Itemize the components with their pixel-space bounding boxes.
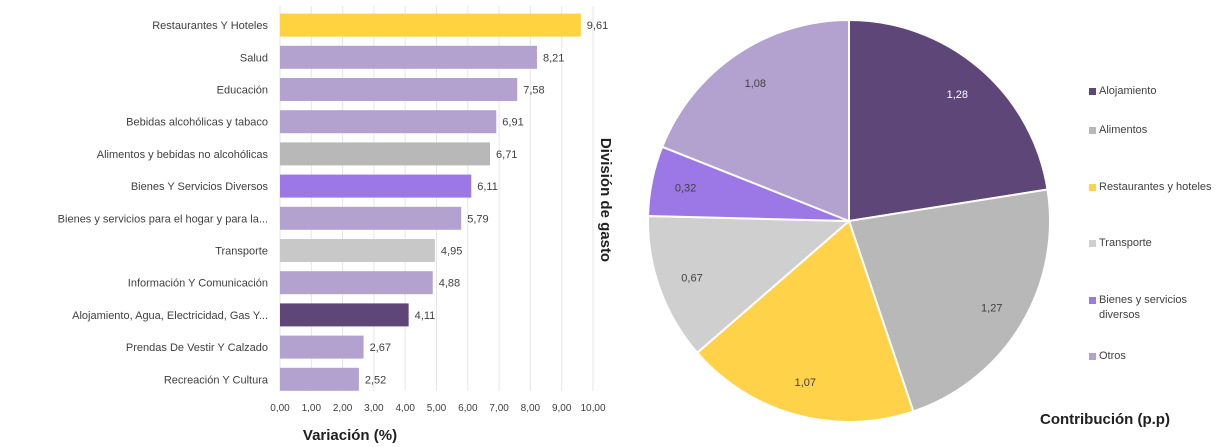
x-tick-label: 10,00 [580,403,605,414]
bar-row: Salud 8,21 [240,45,564,69]
legend-swatch [1089,240,1096,247]
x-axis-title: Variación (%) [303,427,397,444]
bar-gridlines [279,6,594,391]
bar [280,271,433,295]
category-label: Bebidas alcohólicas y tabaco [126,117,268,129]
bar [280,367,359,391]
pie-slice [847,188,1051,413]
bar-value-label: 6,91 [502,117,523,129]
legend-label: Alimentos [1099,124,1148,136]
bar-row: Alojamiento, Agua, Electricidad, Gas Y..… [72,303,436,327]
pie-slice [695,219,915,423]
category-label: Educación [217,85,268,97]
category-label: Bienes y servicios para el hogar y para … [58,213,268,225]
bar [280,142,491,166]
bar-value-label: 2,52 [365,374,386,386]
bar [280,45,537,69]
legend-item: Transporte [1089,236,1219,251]
legend-item: Alimentos [1089,123,1219,138]
bar-value-label: 9,61 [587,20,608,32]
legend-item: Restaurantes y hoteles [1089,180,1219,195]
bar-row: Alimentos y bebidas no alcohólicas 6,71 [97,142,517,166]
bar-value-label: 6,11 [477,181,498,193]
x-tick-label: 7,00 [489,403,509,414]
category-label: Recreación Y Cultura [164,374,269,386]
bar-value-label: 7,58 [523,85,544,97]
pie-chart-title: Contribución (p.p) [1040,411,1170,428]
bar [280,335,364,359]
pie-slice [647,214,852,355]
legend-label: Restaurantes y hoteles [1099,181,1212,193]
x-tick-label: 8,00 [521,403,541,414]
bar-row: Bebidas alcohólicas y tabaco 6,91 [126,110,524,134]
x-tick-label: 5,00 [427,403,447,414]
bar-row: Bienes Y Servicios Diversos 6,11 [131,174,498,198]
x-tick-label: 1,00 [302,403,322,414]
x-tick-label: 6,00 [458,403,478,414]
bar-value-label: 8,21 [543,52,564,64]
bar [280,110,497,134]
bar [280,13,581,37]
bar-row: Prendas De Vestir Y Calzado 2,67 [126,335,391,359]
bar-value-label: 6,71 [496,149,517,161]
legend-label: Transporte [1099,237,1152,249]
category-label: Salud [240,52,268,64]
pie-slices [647,18,1051,423]
legend-label: Alojamiento [1099,85,1157,97]
category-label: Transporte [215,246,268,258]
x-tick-label: 9,00 [552,403,572,414]
bar-row: Bienes y servicios para el hogar y para … [58,206,489,230]
bar-chart: Restaurantes Y Hoteles 9,61 Salud 8,21 Educa… [58,6,614,444]
bar [280,174,472,198]
pie-value-label: 0,67 [681,272,702,284]
bar-row: Información Y Comunicación 4,88 [128,271,460,295]
pie-value-label: 0,32 [675,183,696,195]
x-axis-tick-labels: 0,00 1,00 2,00 3,00 4,00 5,00 6,00 7,00 8,00 9,00… [270,403,606,414]
x-tick-label: 0,00 [270,403,290,414]
x-tick-label: 3,00 [364,403,384,414]
pie-slice [848,18,1049,223]
bar-series: Restaurantes Y Hoteles 9,61 Salud 8,21 Educa… [58,13,608,391]
category-label: Bienes Y Servicios Diversos [131,181,269,193]
category-label: Restaurantes Y Hoteles [152,20,268,32]
x-tick-label: 4,00 [395,403,415,414]
legend-item: Alojamiento [1089,84,1219,99]
bar [280,239,435,262]
legend-item: Bienes y servicios diversos [1089,293,1219,323]
legend-swatch [1089,353,1096,360]
pie-data-labels: 1,28 1,27 1,07 0,67 0,32 1,08 [675,78,1003,389]
legend-item: Otros [1089,349,1219,364]
bar-value-label: 4,95 [441,246,462,258]
bar [280,303,409,327]
category-label: Alimentos y bebidas no alcohólicas [97,149,269,161]
bar-value-label: 2,67 [370,342,391,354]
bar-row: Educación 7,58 [217,78,545,101]
bar-row: Restaurantes Y Hoteles 9,61 [152,13,608,37]
category-label: Información Y Comunicación [128,278,268,290]
bar-value-label: 4,11 [415,310,436,322]
category-label: Prendas De Vestir Y Calzado [126,342,268,354]
pie-value-label: 1,28 [947,89,968,101]
bar-value-label: 4,88 [439,278,460,290]
x-tick-label: 2,00 [333,403,353,414]
bar-row: Transporte 4,95 [215,239,462,262]
legend-swatch [1089,184,1096,191]
bar [280,78,518,101]
pie-slice [660,18,850,223]
bar-value-label: 5,79 [467,213,488,225]
bar [280,206,462,230]
category-label: Alojamiento, Agua, Electricidad, Gas Y..… [72,310,268,322]
legend-label: Bienes y servicios diversos [1099,294,1188,321]
y-axis-title: División de gasto [597,138,614,262]
legend-swatch [1089,297,1096,304]
legend-label: Otros [1099,350,1126,362]
bar-row: Recreación Y Cultura 2,52 [164,367,386,391]
pie-value-label: 1,08 [745,78,766,90]
legend-swatch [1089,88,1096,95]
pie-value-label: 1,27 [981,302,1002,314]
legend-swatch [1089,127,1096,134]
pie-value-label: 1,07 [795,377,816,389]
